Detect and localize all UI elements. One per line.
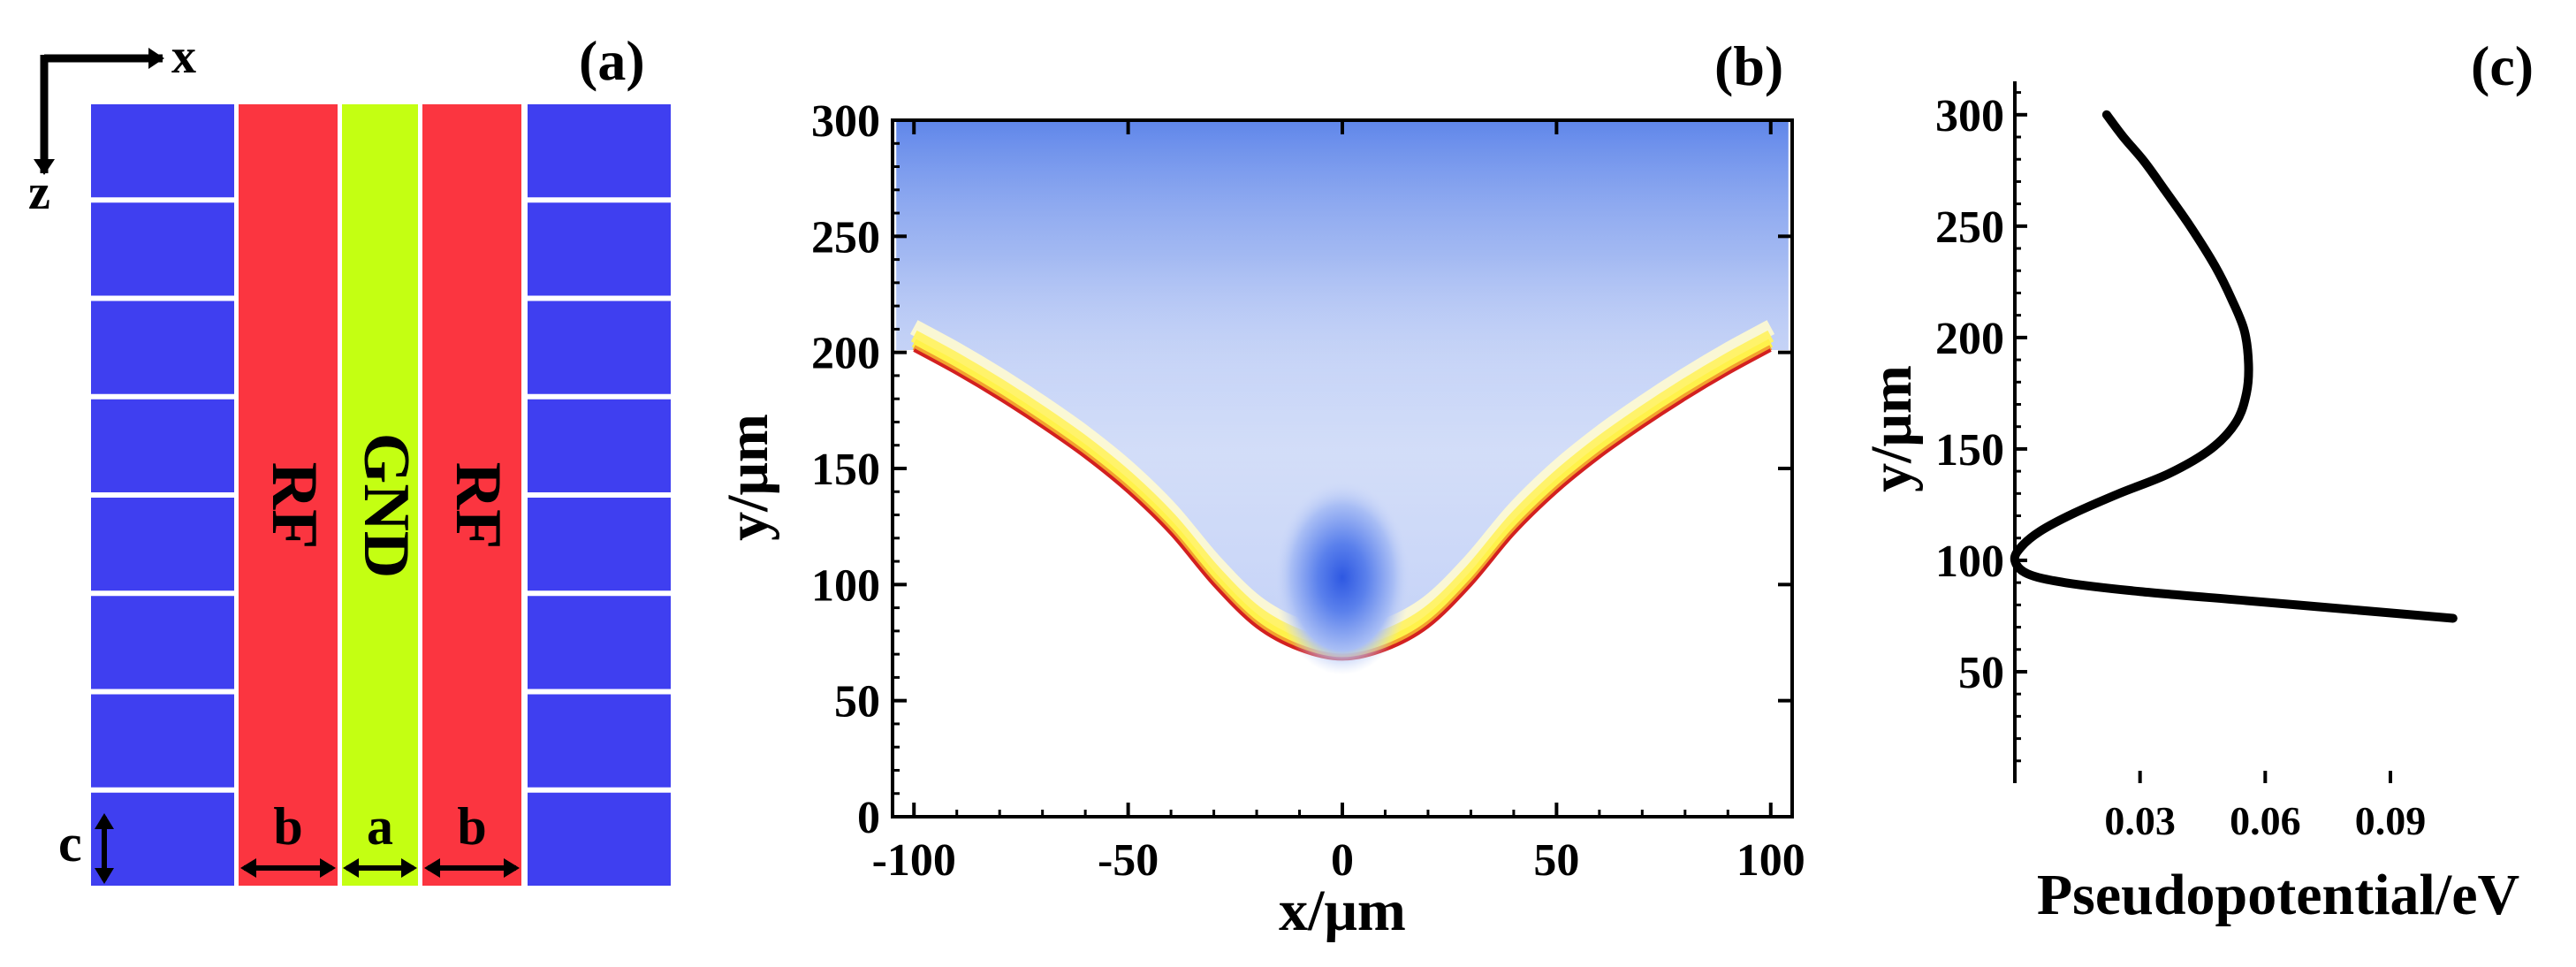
dc-electrode-segment [91, 202, 234, 296]
y-tick-label: 200 [811, 329, 880, 379]
panel-a-tag: (a) [579, 29, 645, 92]
arrow-right-icon [401, 858, 417, 878]
pseudopotential-series-line [2010, 110, 2458, 623]
dc-electrode-segment [528, 596, 671, 689]
y-tick-label: 100 [811, 560, 880, 611]
contour-plot-area [893, 120, 1792, 817]
panel-a: (a) x z RF GND RF b [28, 29, 671, 886]
axis-z-label: z [28, 165, 50, 220]
rf-right-label: RF [442, 462, 514, 550]
dimension-b-right-label: b [457, 797, 486, 856]
dimension-a: a [343, 797, 417, 878]
dimension-b-left: b [240, 797, 336, 878]
axis-arrows: x z [28, 29, 196, 220]
dc-electrode-segment [91, 301, 234, 394]
panel-c-tag: (c) [2471, 34, 2534, 97]
dc-electrode-segment [91, 596, 234, 689]
dc-electrode-segment [528, 694, 671, 788]
arrow-up-icon [95, 813, 114, 829]
x-tick-label: -50 [1098, 835, 1159, 886]
arrow-left-icon [343, 858, 359, 878]
y-tick-label: 250 [1935, 202, 2004, 253]
arrow-down-icon [95, 868, 114, 884]
contour-x-ticks: -100 -50 0 50 100 [872, 120, 1805, 886]
y-tick-label: 50 [1958, 648, 2004, 698]
y-tick-label: 0 [857, 793, 880, 843]
dc-electrodes-right [528, 104, 671, 886]
arrow-left-icon [424, 858, 440, 878]
dc-electrode-segment [91, 792, 234, 886]
pseudopotential-y-axis-label: y/μm [1859, 365, 1924, 492]
dc-electrode-segment [91, 498, 234, 591]
x-tick-label: 0.09 [2355, 798, 2427, 843]
gnd-electrode [342, 104, 418, 886]
y-tick-label: 300 [811, 96, 880, 147]
y-tick-label: 300 [1935, 91, 2004, 141]
dc-electrode-segment [91, 694, 234, 788]
x-tick-label: 50 [1533, 835, 1579, 886]
pseudopotential-y-ticks: 50 100 150 200 250 300 [1935, 91, 2027, 763]
panel-c: (c) 50 100 150 200 250 300 0.03 0.06 0.09 Pseud… [1859, 34, 2534, 927]
z-arrow-head-icon [34, 159, 55, 175]
x-tick-label: 100 [1736, 835, 1805, 886]
panel-b-tag: (b) [1714, 34, 1783, 97]
dc-electrode-segment [528, 498, 671, 591]
dimension-markers: b a b c [58, 797, 520, 884]
contour-y-axis-label: y/μm [716, 414, 780, 541]
rf-electrode-right [422, 104, 521, 886]
contour-minimum [1273, 480, 1411, 675]
dimension-b-left-label: b [273, 797, 302, 856]
dc-electrode-segment [528, 399, 671, 492]
arrow-right-icon [320, 858, 336, 878]
x-tick-label: 0.06 [2230, 798, 2301, 843]
gnd-label: GND [350, 433, 422, 578]
y-tick-label: 150 [811, 445, 880, 495]
dimension-c: c [58, 813, 114, 884]
dc-electrodes-left [91, 104, 234, 886]
dc-electrode-segment [528, 792, 671, 886]
rf-left-label: RF [258, 462, 331, 550]
arrow-right-icon [504, 858, 520, 878]
contour-x-axis-label: x/μm [1279, 879, 1406, 943]
pseudopotential-x-axis-label: Pseudopotential/eV [2037, 863, 2519, 927]
dimension-a-label: a [367, 797, 393, 856]
contour-well-region [896, 120, 1789, 659]
y-tick-label: 50 [834, 677, 880, 727]
x-arrow-head-icon [148, 48, 164, 69]
dc-electrode-segment [528, 104, 671, 198]
axis-x-label: x [171, 29, 196, 84]
y-tick-label: 250 [811, 212, 880, 263]
x-tick-label: -100 [872, 835, 956, 886]
y-tick-label: 100 [1935, 537, 2004, 587]
dimension-b-right: b [424, 797, 520, 878]
arrow-left-icon [240, 858, 256, 878]
y-tick-label: 150 [1935, 425, 2004, 476]
x-tick-label: 0.03 [2104, 798, 2176, 843]
dc-electrode-segment [528, 202, 671, 296]
panel-b: (b) -100 -50 0 50 100 0 50 100 150 200 250 300 x/μ… [716, 34, 1805, 943]
dc-electrode-segment [91, 104, 234, 198]
pseudopotential-x-ticks: 0.03 0.06 0.09 [2104, 771, 2426, 843]
dc-electrode-segment [91, 399, 234, 492]
contour-y-ticks: 0 50 100 150 200 250 300 [811, 96, 1792, 843]
x-tick-label: 0 [1331, 835, 1354, 886]
rf-electrode-left [239, 104, 338, 886]
y-tick-label: 200 [1935, 314, 2004, 364]
dc-electrode-segment [528, 301, 671, 394]
dimension-c-label: c [58, 814, 82, 872]
